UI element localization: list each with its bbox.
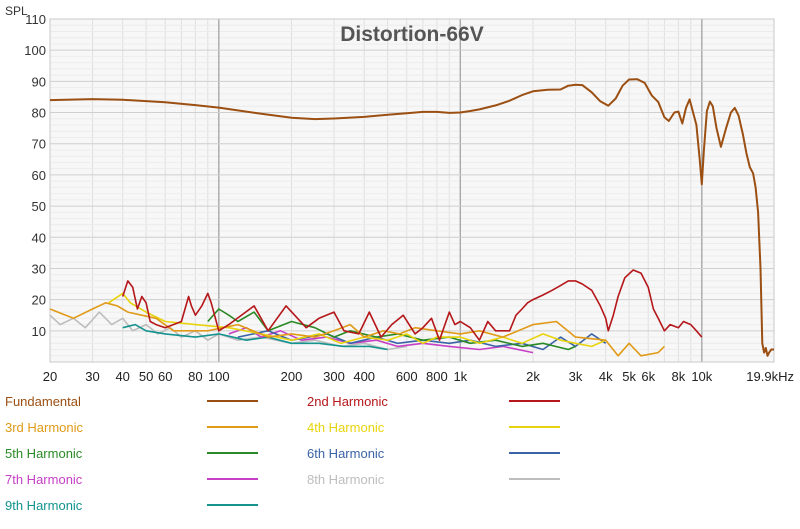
y-tick-label: 70 (32, 137, 46, 152)
y-tick-label: 110 (25, 12, 46, 27)
legend-label: Fundamental (5, 394, 81, 409)
series-line-3 (50, 302, 665, 357)
y-tick-label: 90 (32, 74, 46, 89)
chart-title: Distortion-66V (340, 23, 484, 46)
x-tick-label: 2k (526, 369, 540, 384)
series-line-2 (121, 269, 703, 341)
x-tick-label: 8k (672, 369, 686, 384)
y-tick-label: 50 (32, 199, 46, 214)
legend-label: 8th Harmonic (307, 472, 385, 487)
x-tick-label: 1k (453, 369, 467, 384)
series-lines (50, 78, 774, 357)
x-tick-label: 30 (85, 369, 99, 384)
series-line-1 (50, 78, 774, 357)
legend-label: 5th Harmonic (5, 446, 83, 461)
y-tick-label: 30 (32, 261, 46, 276)
legend-label: 7th Harmonic (5, 472, 83, 487)
x-tick-label: 800 (426, 369, 448, 384)
x-tick-label: 6k (641, 369, 655, 384)
legend-label: 9th Harmonic (5, 498, 83, 513)
x-tick-label: 100 (208, 369, 230, 384)
series-line-9 (122, 323, 388, 351)
x-tick-label: 80 (188, 369, 202, 384)
x-tick-label: 50 (139, 369, 153, 384)
legend-label: 3rd Harmonic (5, 420, 84, 435)
series-line-8 (50, 311, 407, 351)
x-tick-label: 3k (569, 369, 583, 384)
x-axis-ticks: 20 30 40 50 60 80 100 200 300 400 600 800 1k 2k 3k 4k 5k… (43, 369, 794, 384)
y-axis-ticks: 10 20 30 40 50 60 70 80 90 100 110 (24, 12, 46, 339)
y-tick-label: 100 (24, 43, 46, 58)
series-line-5 (207, 308, 576, 351)
y-tick-label: 20 (32, 293, 46, 308)
y-tick-label: 40 (32, 230, 46, 245)
legend-label: 4th Harmonic (307, 420, 385, 435)
x-tick-label: 4k (599, 369, 613, 384)
legend-label: 2nd Harmonic (307, 394, 388, 409)
y-axis-label: SPL (5, 4, 28, 18)
x-tick-label: 10k (691, 369, 712, 384)
x-tick-label: 19.9kHz (746, 369, 794, 384)
x-tick-label: 5k (622, 369, 636, 384)
x-tick-label: 20 (43, 369, 57, 384)
legend: Fundamental 2nd Harmonic 3rd Harmonic 4th H… (5, 394, 560, 513)
x-tick-label: 60 (158, 369, 172, 384)
plot-frame (49, 18, 775, 363)
x-tick-label: 300 (323, 369, 345, 384)
legend-label: 6th Harmonic (307, 446, 385, 461)
x-tick-label: 200 (281, 369, 303, 384)
y-tick-label: 60 (32, 168, 46, 183)
x-tick-label: 40 (115, 369, 129, 384)
series-line-6 (237, 330, 607, 351)
y-tick-label: 80 (32, 106, 46, 121)
x-tick-label: 600 (396, 369, 418, 384)
x-tick-label: 400 (353, 369, 375, 384)
series-line-4 (108, 292, 607, 348)
y-tick-label: 10 (32, 324, 46, 339)
plot-background (50, 19, 774, 362)
